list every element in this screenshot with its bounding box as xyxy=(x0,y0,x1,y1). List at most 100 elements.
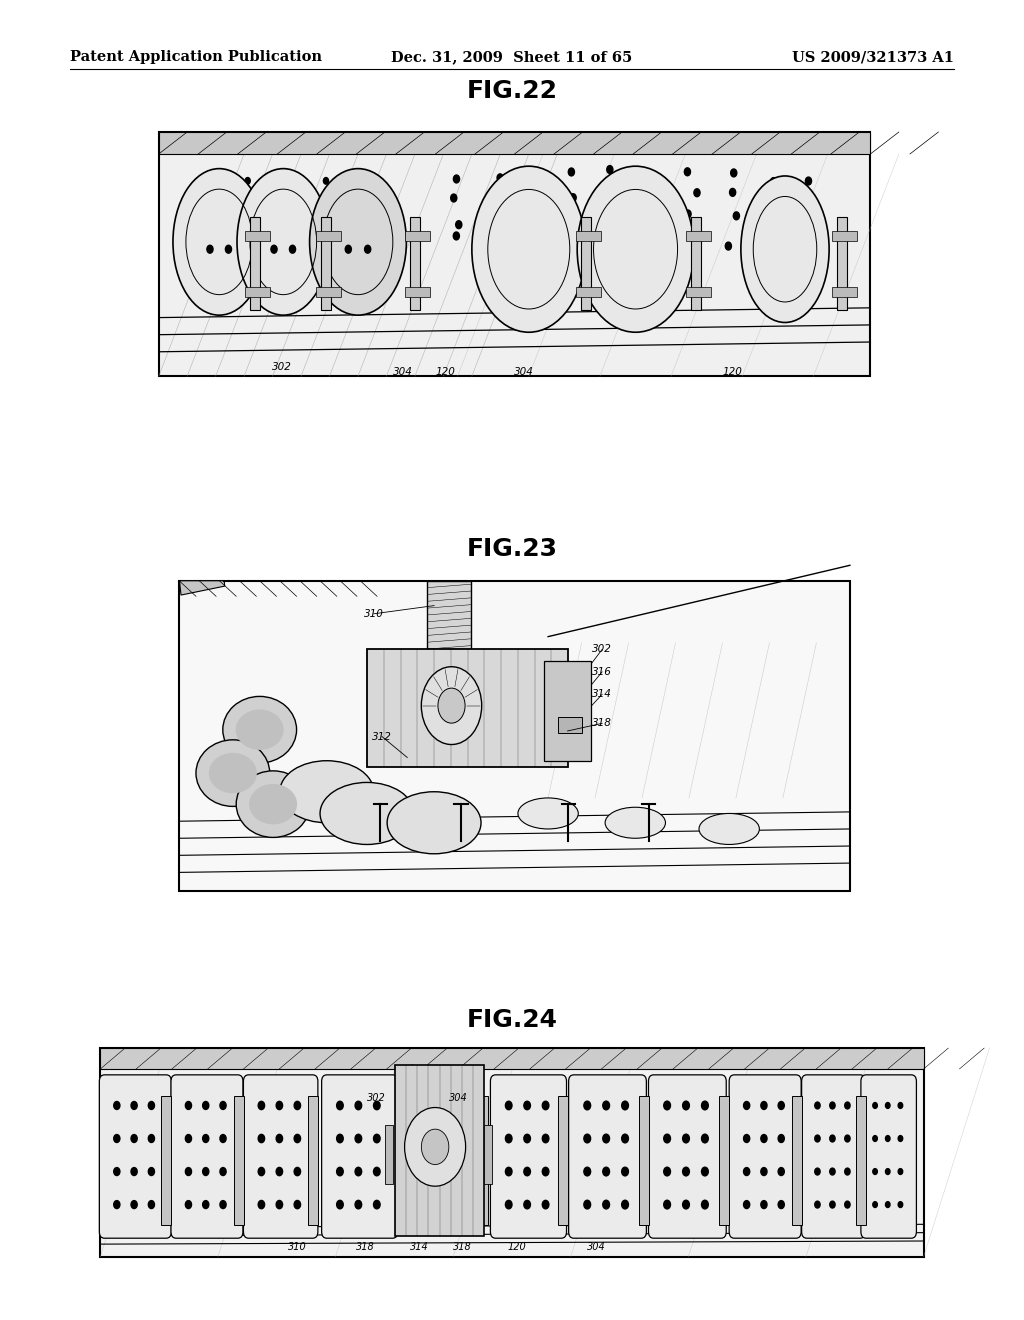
Circle shape xyxy=(701,1101,709,1110)
Circle shape xyxy=(245,222,250,228)
Circle shape xyxy=(148,1168,155,1176)
Bar xyxy=(316,231,341,242)
Circle shape xyxy=(276,1200,283,1209)
Circle shape xyxy=(454,176,460,183)
Circle shape xyxy=(778,1201,784,1209)
FancyBboxPatch shape xyxy=(568,1074,646,1238)
Bar xyxy=(719,1096,728,1225)
Circle shape xyxy=(496,236,502,244)
Circle shape xyxy=(114,1201,120,1209)
Circle shape xyxy=(148,1134,155,1143)
Circle shape xyxy=(815,1102,820,1109)
Text: Patent Application Publication: Patent Application Publication xyxy=(70,50,322,65)
Text: FIG.22: FIG.22 xyxy=(467,79,557,103)
Bar xyxy=(159,132,870,154)
Text: 310: 310 xyxy=(288,1242,306,1253)
Circle shape xyxy=(131,1201,137,1209)
Circle shape xyxy=(815,1135,820,1142)
Circle shape xyxy=(664,1200,671,1209)
Circle shape xyxy=(568,168,574,176)
Text: 318: 318 xyxy=(356,1242,375,1253)
Bar xyxy=(792,1096,802,1225)
Circle shape xyxy=(421,1129,449,1164)
Ellipse shape xyxy=(741,176,829,322)
Circle shape xyxy=(185,1201,191,1209)
Ellipse shape xyxy=(196,739,269,807)
Circle shape xyxy=(524,1167,530,1176)
Circle shape xyxy=(374,1200,380,1209)
Ellipse shape xyxy=(472,166,586,333)
Ellipse shape xyxy=(249,784,297,825)
Circle shape xyxy=(829,1135,836,1142)
Text: 316: 316 xyxy=(592,667,612,677)
Text: 120: 120 xyxy=(722,367,742,378)
Circle shape xyxy=(701,1200,709,1209)
FancyBboxPatch shape xyxy=(99,1074,171,1238)
Circle shape xyxy=(761,1168,767,1176)
Circle shape xyxy=(622,1101,629,1110)
Circle shape xyxy=(725,242,731,249)
Circle shape xyxy=(345,246,351,253)
Circle shape xyxy=(845,1168,850,1175)
Ellipse shape xyxy=(236,709,284,750)
Ellipse shape xyxy=(280,760,374,822)
Circle shape xyxy=(845,1102,850,1109)
Circle shape xyxy=(569,215,575,223)
Circle shape xyxy=(872,1135,878,1142)
Circle shape xyxy=(530,191,537,199)
Circle shape xyxy=(220,1201,226,1209)
Text: 318: 318 xyxy=(454,1242,472,1253)
Text: 120: 120 xyxy=(508,1242,526,1253)
Circle shape xyxy=(374,1101,380,1110)
Bar xyxy=(558,1096,568,1225)
Circle shape xyxy=(584,1200,591,1209)
Circle shape xyxy=(872,1168,878,1175)
Circle shape xyxy=(701,1167,709,1176)
Bar xyxy=(691,218,701,310)
Circle shape xyxy=(258,1167,264,1176)
Circle shape xyxy=(506,1134,512,1143)
Circle shape xyxy=(684,168,690,176)
Ellipse shape xyxy=(699,813,760,845)
Bar xyxy=(639,1096,648,1225)
FancyBboxPatch shape xyxy=(648,1074,726,1238)
Circle shape xyxy=(898,1135,903,1142)
Bar xyxy=(686,286,711,297)
Circle shape xyxy=(845,1135,850,1142)
Bar xyxy=(385,1125,393,1184)
Circle shape xyxy=(829,1168,836,1175)
Text: 302: 302 xyxy=(368,1093,386,1104)
Circle shape xyxy=(258,1101,264,1110)
Circle shape xyxy=(206,222,211,228)
Bar xyxy=(308,1096,317,1225)
Text: 310: 310 xyxy=(364,609,384,619)
Circle shape xyxy=(355,1134,361,1143)
Circle shape xyxy=(872,1201,878,1208)
Circle shape xyxy=(131,1168,137,1176)
Circle shape xyxy=(683,1134,689,1143)
Circle shape xyxy=(324,199,329,206)
Circle shape xyxy=(337,1200,343,1209)
Circle shape xyxy=(685,210,691,218)
Bar xyxy=(478,1096,488,1225)
Circle shape xyxy=(524,1200,530,1209)
Circle shape xyxy=(664,1134,671,1143)
Circle shape xyxy=(294,1167,301,1176)
Circle shape xyxy=(185,1134,191,1143)
Circle shape xyxy=(203,1168,209,1176)
Circle shape xyxy=(524,1134,530,1143)
Circle shape xyxy=(532,213,539,220)
Circle shape xyxy=(285,177,290,183)
Bar xyxy=(395,1065,484,1236)
Circle shape xyxy=(603,1134,609,1143)
Circle shape xyxy=(206,177,211,183)
Circle shape xyxy=(271,246,278,253)
Circle shape xyxy=(761,1201,767,1209)
Circle shape xyxy=(404,1107,466,1187)
Circle shape xyxy=(324,222,329,228)
Circle shape xyxy=(203,1101,209,1109)
Circle shape xyxy=(276,1134,283,1143)
Circle shape xyxy=(337,1167,343,1176)
Circle shape xyxy=(815,1168,820,1175)
Circle shape xyxy=(761,1101,767,1109)
